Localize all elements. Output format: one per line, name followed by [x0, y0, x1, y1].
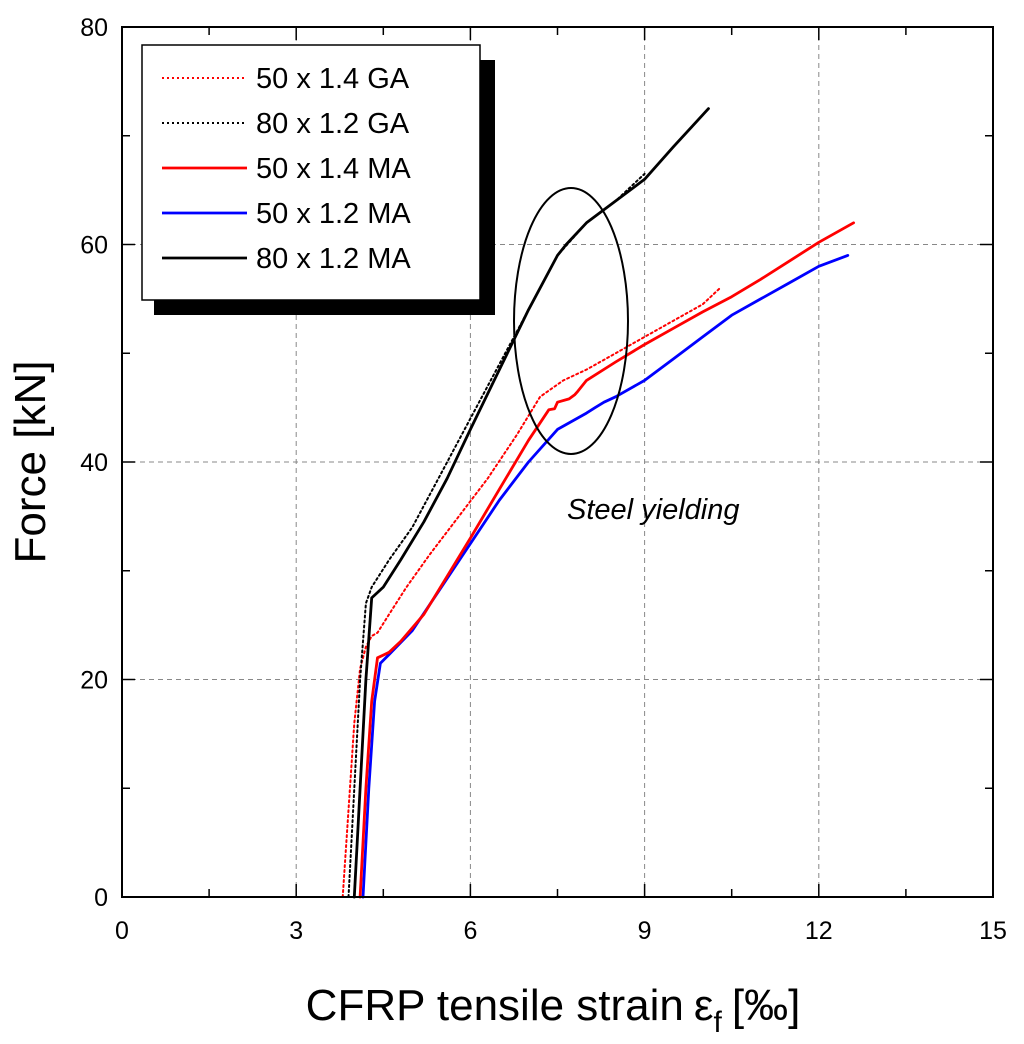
x-axis-title-unit: [‰] — [732, 981, 800, 1030]
legend-label-1: 80 x 1.2 GA — [256, 108, 410, 140]
steel-yielding-ellipse — [513, 187, 629, 455]
legend-label-2: 50 x 1.4 MA — [256, 153, 411, 185]
y-tick-label-3: 60 — [80, 232, 108, 260]
series-line-3 — [361, 254, 850, 899]
y-tick-label-1: 20 — [80, 667, 108, 695]
x-axis-title-text: CFRP tensile strain — [306, 981, 684, 1030]
legend-label-4: 80 x 1.2 MA — [256, 243, 411, 275]
x-tick-label-1: 3 — [289, 917, 303, 945]
legend-items: 50 x 1.4 GA 80 x 1.2 GA 50 x 1.4 MA 50 x 1.… — [162, 63, 411, 275]
x-axis-title-symbol: ε — [694, 981, 714, 1030]
y-tick-label-2: 40 — [80, 449, 108, 477]
axis-tick-labels: 0 3 6 9 12 15 0 20 40 60 80 — [80, 14, 1007, 945]
series-lines — [341, 107, 855, 899]
y-axis-title: Force [kN] — [6, 361, 55, 564]
x-tick-label-3: 9 — [638, 917, 652, 945]
legend-label-0: 50 x 1.4 GA — [256, 63, 410, 95]
x-axis-title-subscript: f — [714, 1006, 723, 1039]
legend-label-3: 50 x 1.2 MA — [256, 198, 411, 230]
x-tick-label-0: 0 — [115, 917, 129, 945]
legend: 50 x 1.4 GA 80 x 1.2 GA 50 x 1.4 MA 50 x 1.… — [141, 44, 495, 315]
x-tick-label-4: 12 — [805, 917, 833, 945]
x-tick-label-2: 6 — [463, 917, 477, 945]
series-line-4 — [352, 107, 710, 899]
y-tick-label-4: 80 — [80, 14, 108, 42]
x-tick-label-5: 15 — [979, 917, 1007, 945]
x-axis-title: CFRP tensile strain εf [‰] — [306, 981, 801, 1039]
axis-ticks — [121, 26, 994, 898]
y-tick-label-0: 0 — [94, 884, 108, 912]
series-line-2 — [358, 221, 855, 899]
annotation-steel-yielding: Steel yielding — [567, 494, 740, 526]
